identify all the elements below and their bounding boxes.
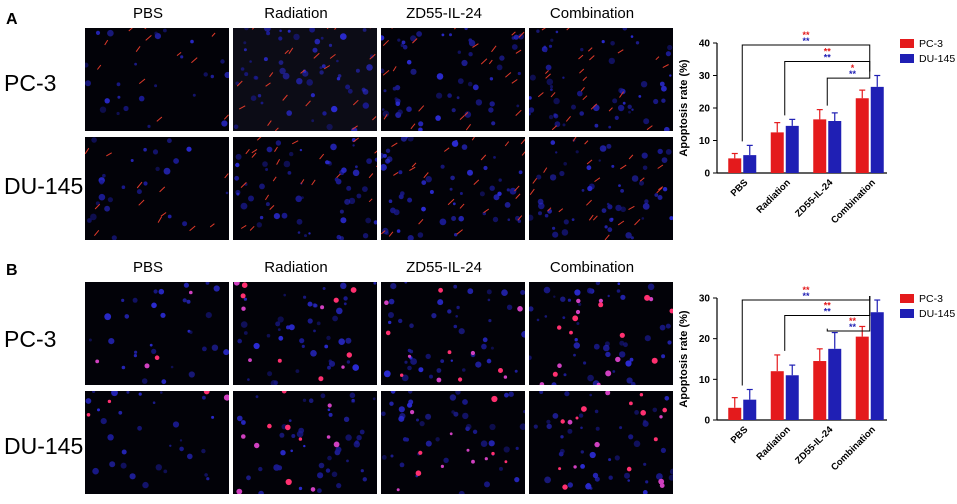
column-label-radiation: Radiation (264, 5, 328, 22)
y-tick-label: 30 (699, 71, 711, 82)
legend-label: PC-3 (919, 38, 943, 50)
significance-marker: ** (824, 47, 832, 57)
column-label-pbs: PBS (132, 5, 163, 22)
y-tick-label: 20 (699, 104, 711, 115)
bar (785, 375, 799, 420)
x-tick-label: PBS (729, 177, 751, 199)
bar (855, 98, 869, 173)
microscopy-image (381, 391, 525, 494)
x-tick-label: ZD55-IL-24 (793, 177, 836, 220)
panel-letter: A (6, 11, 18, 28)
column-label-zd55: ZD55-IL-24 (406, 259, 482, 276)
microscopy-image (381, 28, 525, 131)
significance-marker: ** (824, 307, 832, 317)
bar (870, 312, 884, 420)
microscopy-image (529, 391, 673, 494)
legend-label: DU-145 (919, 308, 955, 320)
y-tick-label: 30 (699, 294, 711, 305)
significance-bracket (784, 61, 871, 116)
bar (728, 158, 742, 173)
microscopy-image (381, 282, 525, 385)
bar (770, 371, 784, 420)
column-label-combination: Combination (549, 5, 635, 22)
column-label-pbs: PBS (132, 259, 163, 276)
row-label-pc3: PC-3 (4, 70, 57, 96)
row-label-pc3: PC-3 (4, 326, 57, 352)
legend-swatch (900, 294, 914, 303)
x-tick-label: Combination (829, 424, 878, 473)
significance-marker: ** (802, 36, 810, 46)
significance-bracket (826, 71, 871, 106)
significance-marker: ** (824, 53, 832, 63)
microscopy-image (233, 137, 377, 240)
significance-bracket (741, 44, 871, 142)
column-label-combination: Combination (549, 259, 635, 276)
significance-bracket (741, 296, 871, 386)
bar (813, 361, 827, 420)
x-tick-label: PBS (729, 424, 751, 446)
bar (828, 348, 842, 420)
microscopy-image (233, 391, 377, 494)
significance-marker: ** (802, 285, 810, 295)
bar (828, 121, 842, 173)
x-tick-label: ZD55-IL-24 (793, 424, 836, 467)
legend-label: DU-145 (919, 53, 955, 65)
legend-swatch (900, 309, 914, 318)
y-tick-label: 10 (699, 136, 711, 147)
significance-marker: ** (849, 69, 857, 79)
legend-swatch (900, 39, 914, 48)
bar (813, 119, 827, 173)
significance-bracket (826, 296, 871, 332)
microscopy-image (529, 28, 673, 131)
bar-chart-b: 0 10 20 30 Apoptosis rate (%) PBS Radiation ZD5… (678, 285, 955, 473)
x-tick-label: Combination (829, 177, 878, 226)
bar (743, 155, 757, 173)
column-label-zd55: ZD55-IL-24 (406, 5, 482, 22)
x-tick-label: Radiation (754, 177, 793, 216)
microscopy-image (85, 137, 229, 240)
bar (743, 399, 757, 420)
y-axis-label: Apoptosis rate (%) (678, 59, 690, 157)
y-tick-label: 0 (704, 416, 710, 427)
legend-label: PC-3 (919, 293, 943, 305)
panel-letter: B (6, 262, 18, 279)
legend-swatch (900, 54, 914, 63)
row-label-du145: DU-145 (4, 173, 84, 199)
bar-chart-a: 0 10 20 30 40 Apoptosis rate (%) PBS Radiation Z… (678, 30, 955, 226)
bar (785, 125, 799, 173)
microscopy-image (85, 391, 229, 494)
microscopy-image (529, 282, 673, 385)
significance-marker: ** (849, 322, 857, 332)
significance-marker: * (851, 63, 855, 73)
microscopy-image (85, 282, 229, 385)
significance-marker: ** (824, 301, 832, 311)
significance-marker: ** (849, 316, 857, 326)
y-axis-label: Apoptosis rate (%) (678, 310, 690, 408)
x-tick-label: Radiation (754, 424, 793, 463)
row-label-du145: DU-145 (4, 433, 84, 459)
bar (855, 336, 869, 420)
y-tick-label: 40 (699, 39, 711, 50)
y-tick-label: 20 (699, 334, 711, 345)
microscopy-image (381, 137, 525, 240)
y-tick-label: 10 (699, 375, 711, 386)
microscopy-image (85, 28, 229, 131)
bar (770, 132, 784, 173)
bar (870, 86, 884, 173)
microscopy-image (233, 282, 377, 385)
column-label-radiation: Radiation (264, 259, 328, 276)
significance-marker: ** (802, 291, 810, 301)
bar (728, 407, 742, 420)
y-tick-label: 0 (704, 169, 710, 180)
significance-marker: ** (802, 30, 810, 40)
microscopy-image (233, 28, 377, 131)
microscopy-image (529, 137, 673, 240)
